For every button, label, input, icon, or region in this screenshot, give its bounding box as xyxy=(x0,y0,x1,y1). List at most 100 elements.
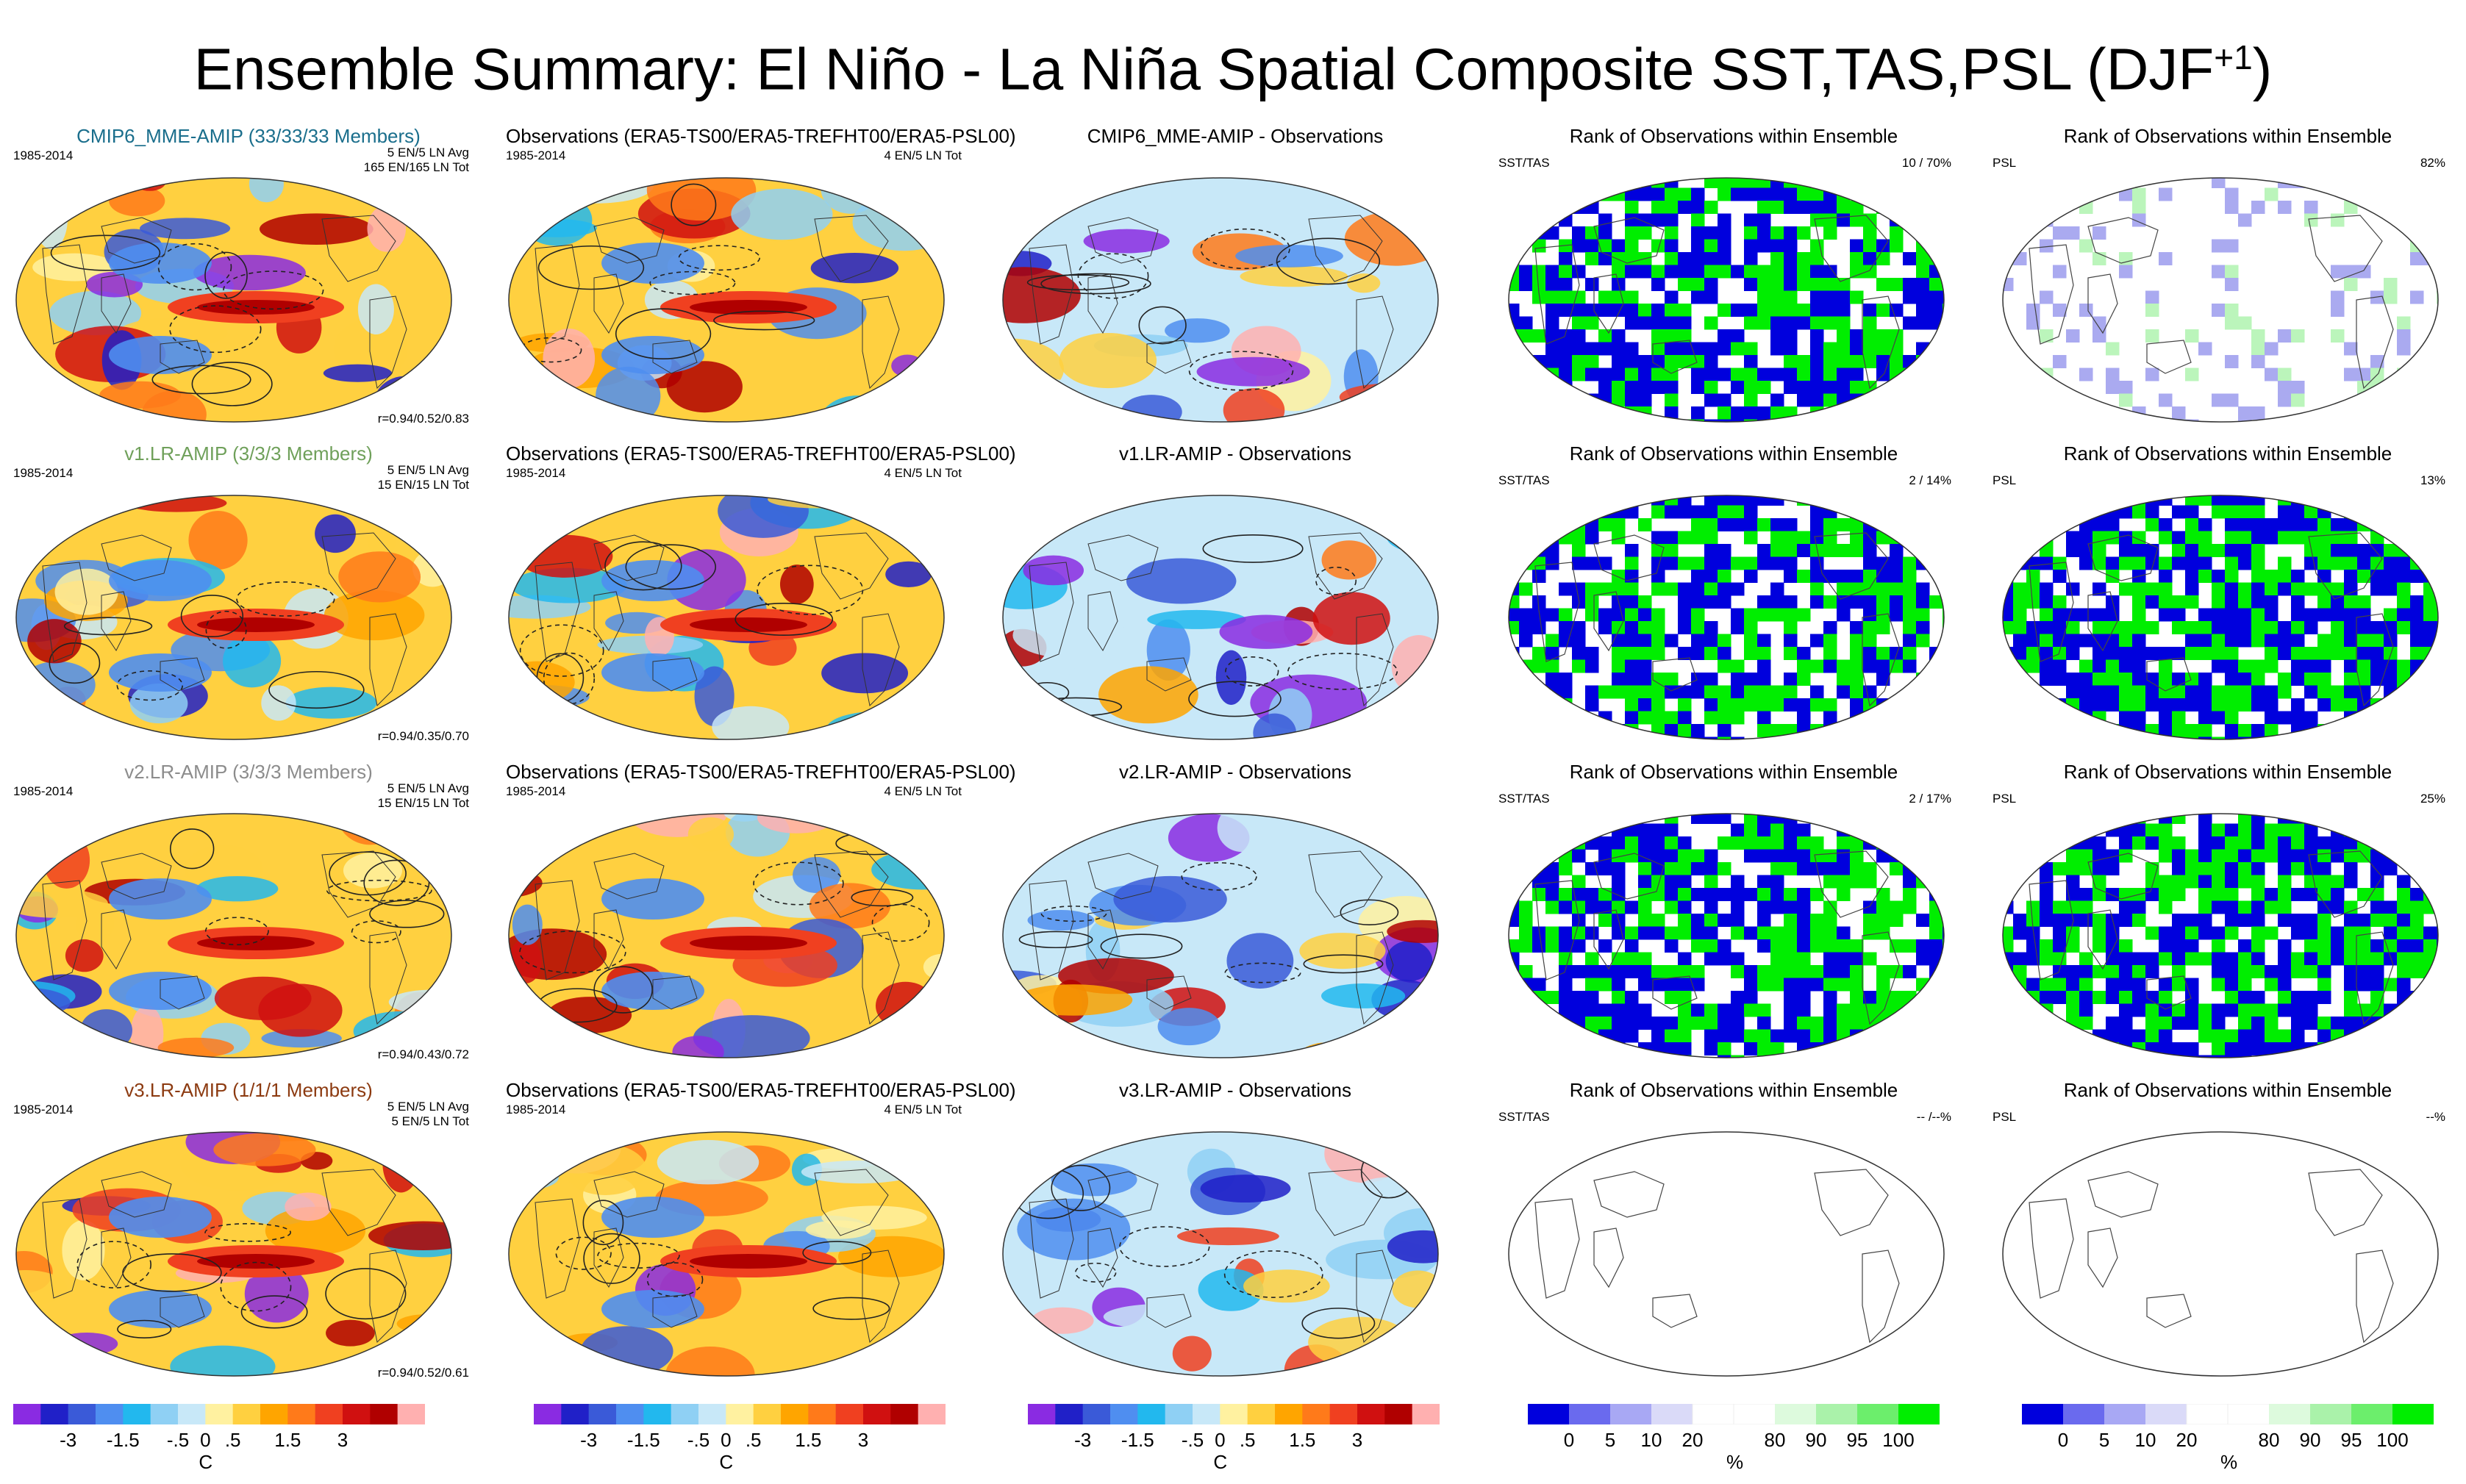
panel-row4-rank1: Rank of Observations within Ensemble SST/… xyxy=(1498,1079,1969,1395)
panel-title: v3.LR-AMIP - Observations xyxy=(1119,1079,1351,1101)
colorbar-swatches xyxy=(13,1404,425,1424)
colorbar-swatch xyxy=(150,1404,179,1424)
panel-title: Rank of Observations within Ensemble xyxy=(1569,442,1898,465)
panel-title: v1.LR-AMIP - Observations xyxy=(1119,442,1351,465)
colorbar-swatch xyxy=(2104,1404,2146,1424)
colorbar-unit-label: % xyxy=(2220,1451,2238,1473)
colorbar-swatch xyxy=(726,1404,754,1424)
colorbar-tick-label: 80 xyxy=(1764,1429,1786,1451)
colorbar-tick-label: 0 xyxy=(200,1429,211,1451)
colorbar-tick-label: -.5 xyxy=(166,1429,190,1451)
panel-title: Rank of Observations within Ensemble xyxy=(1569,761,1898,783)
panel-row3-model: v2.LR-AMIP (3/3/3 Members) 1985-2014 5 EN/… xyxy=(13,761,484,1077)
colorbar-swatch xyxy=(1302,1404,1331,1424)
colorbar-unit-label: % xyxy=(1726,1451,1744,1473)
rank-map xyxy=(2002,495,2439,740)
period-label: 1985-2014 xyxy=(506,148,566,162)
panel-title: v3.LR-AMIP (1/1/1 Members) xyxy=(124,1079,373,1101)
panel-row1-obs: Observations (ERA5-TS00/ERA5-TREFHT00/ER… xyxy=(506,125,1016,441)
correlation-label: r=0.94/0.52/0.83 xyxy=(377,412,469,426)
colorbar-tick-label: 80 xyxy=(2258,1429,2280,1451)
variable-label: SST/TAS xyxy=(1498,156,1550,170)
composite-map xyxy=(1002,495,1439,740)
colorbar-swatch xyxy=(96,1404,124,1424)
colorbar-swatches xyxy=(2022,1404,2434,1424)
colorbar-swatch xyxy=(1165,1404,1193,1424)
total-count-label: 165 EN/165 LN Tot xyxy=(363,160,469,174)
colorbar-tick-label: .5 xyxy=(1239,1429,1256,1451)
colorbar-tick-label: 5 xyxy=(2098,1429,2110,1451)
colorbar-tick-label: 95 xyxy=(1846,1429,1868,1451)
colorbar-swatch xyxy=(781,1404,809,1424)
colorbar-swatch xyxy=(1055,1404,1084,1424)
panel-title: Rank of Observations within Ensemble xyxy=(2063,125,2392,147)
avg-count-label: 5 EN/5 LN Avg xyxy=(387,781,469,795)
panel-title: Observations (ERA5-TS00/ERA5-TREFHT00/ER… xyxy=(506,1079,1016,1101)
panel-row2-diff: v1.LR-AMIP - Observations xyxy=(1000,442,1470,759)
colorbar-tick-label: -3 xyxy=(60,1429,77,1451)
composite-map xyxy=(1002,177,1439,423)
colorbar-swatches xyxy=(534,1404,946,1424)
colorbar-swatch xyxy=(2186,1404,2229,1424)
colorbar-swatch xyxy=(2351,1404,2393,1424)
panel-row2-obs: Observations (ERA5-TS00/ERA5-TREFHT00/ER… xyxy=(506,442,1016,759)
colorbar-tick-label: 1.5 xyxy=(274,1429,301,1451)
colorbar-swatch xyxy=(1082,1404,1111,1424)
panel-row4-obs: Observations (ERA5-TS00/ERA5-TREFHT00/ER… xyxy=(506,1079,1016,1395)
colorbar-swatch xyxy=(397,1404,425,1424)
panel-row1-model: CMIP6_MME-AMIP (33/33/33 Members) 1985-20… xyxy=(13,125,484,441)
colorbar-tick-label: 90 xyxy=(2299,1429,2321,1451)
colorbar-swatch xyxy=(2227,1404,2270,1424)
correlation-label: r=0.94/0.35/0.70 xyxy=(377,729,469,743)
colorbar-swatch xyxy=(1357,1404,1385,1424)
panel-title: v2.LR-AMIP - Observations xyxy=(1119,761,1351,783)
period-label: 1985-2014 xyxy=(506,1103,566,1116)
total-count-label: 15 EN/15 LN Tot xyxy=(377,478,469,492)
colorbar-swatch xyxy=(561,1404,590,1424)
colorbar-swatch xyxy=(205,1404,234,1424)
rank-map xyxy=(2002,1131,2439,1377)
colorbar-tick-label: -1.5 xyxy=(626,1429,660,1451)
colorbar-swatch xyxy=(808,1404,837,1424)
composite-map xyxy=(1002,1131,1439,1377)
colorbar-tick-label: 95 xyxy=(2340,1429,2362,1451)
colorbar-swatch xyxy=(671,1404,699,1424)
colorbar-swatch xyxy=(2269,1404,2311,1424)
composite-map xyxy=(15,1131,452,1377)
colorbar-swatch xyxy=(1528,1404,1570,1424)
colorbar-swatch xyxy=(835,1404,864,1424)
variable-label: PSL xyxy=(1993,792,2017,806)
colorbar-tick-label: -3 xyxy=(580,1429,598,1451)
colorbar-swatch xyxy=(1816,1404,1858,1424)
colorbar-swatch xyxy=(1384,1404,1413,1424)
rank-map xyxy=(1508,177,1945,423)
colorbar-swatch xyxy=(123,1404,151,1424)
colorbar-swatch xyxy=(1247,1404,1276,1424)
colorbar-tick-label: 1.5 xyxy=(795,1429,822,1451)
rank-map xyxy=(1508,1131,1945,1377)
period-label: 1985-2014 xyxy=(13,148,74,162)
colorbar-swatch xyxy=(918,1404,946,1424)
panel-title: Rank of Observations within Ensemble xyxy=(2063,1079,2392,1101)
rank-percent-label: 25% xyxy=(2420,792,2445,806)
period-label: 1985-2014 xyxy=(506,784,566,798)
colorbar-swatch xyxy=(1329,1404,1358,1424)
colorbar-swatch xyxy=(343,1404,371,1424)
rank-map xyxy=(2002,813,2439,1058)
colorbar-swatch xyxy=(1193,1404,1221,1424)
count-label: 4 EN/5 LN Tot xyxy=(884,1103,962,1116)
colorbar-temp-2: -3 -1.5 -.5 0 .5 1.5 3 C xyxy=(534,1404,946,1477)
variable-label: PSL xyxy=(1993,1110,2017,1124)
panel-title: Rank of Observations within Ensemble xyxy=(1569,1079,1898,1101)
colorbar-tick-label: -1.5 xyxy=(1121,1429,1154,1451)
colorbar-tick-label: 1.5 xyxy=(1289,1429,1316,1451)
colorbar-swatch xyxy=(863,1404,891,1424)
colorbar-swatch xyxy=(2392,1404,2434,1424)
colorbar-rank-2: 0 5 10 20 80 90 95 100% xyxy=(2022,1404,2434,1477)
colorbar-tick-label: 3 xyxy=(337,1429,349,1451)
colorbar-swatch xyxy=(370,1404,399,1424)
figure-title: Ensemble Summary: El Niño - La Niña Spat… xyxy=(193,36,2273,102)
panel-row4-model: v3.LR-AMIP (1/1/1 Members) 1985-2014 5 EN/… xyxy=(13,1079,484,1395)
variable-label: SST/TAS xyxy=(1498,1110,1550,1124)
colorbar-swatch xyxy=(178,1404,206,1424)
